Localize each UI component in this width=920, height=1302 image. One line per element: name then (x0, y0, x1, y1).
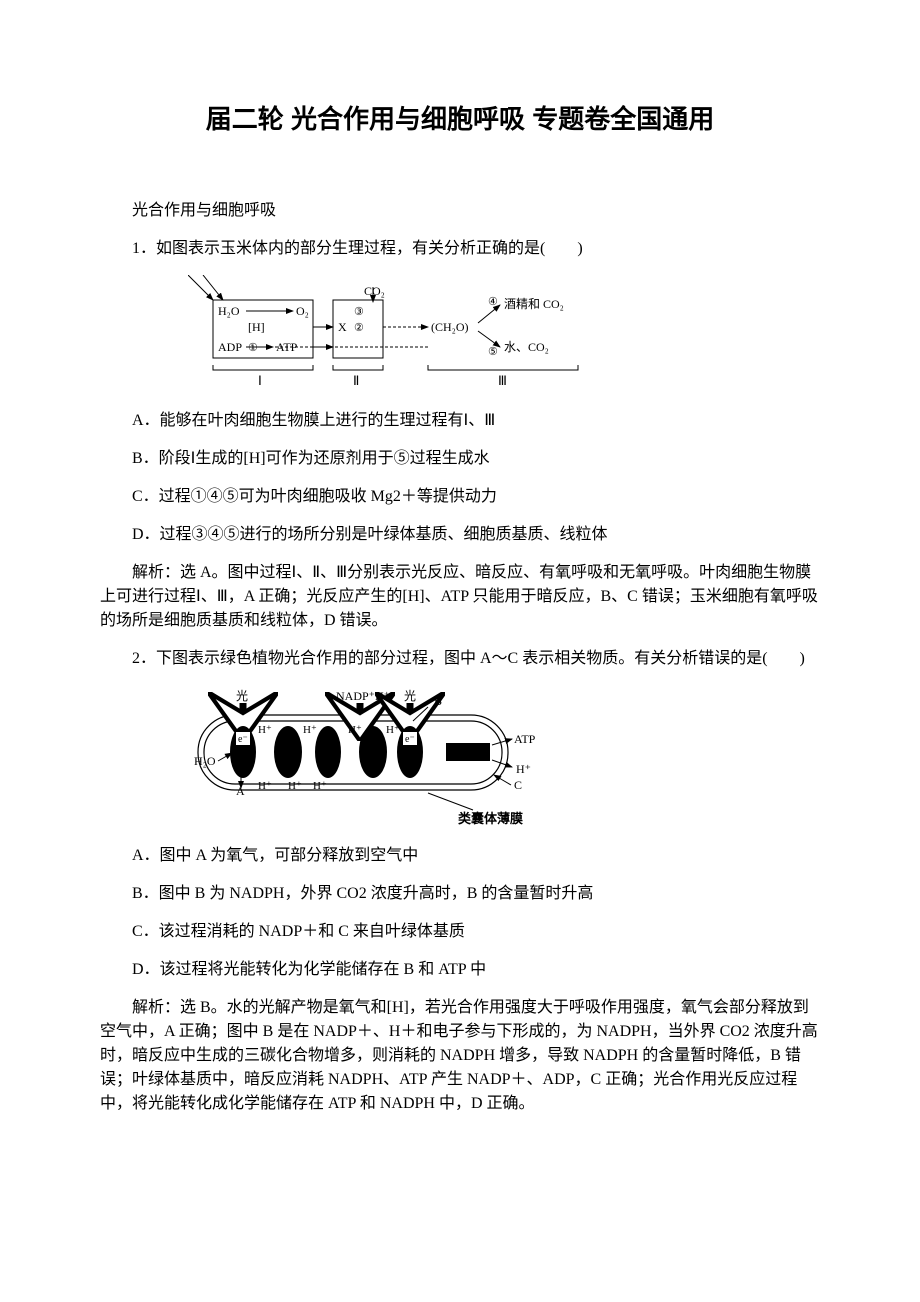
d1-r2: Ⅱ (353, 373, 359, 388)
q1-opt-b: B．阶段Ⅰ生成的[H]可作为还原剂用于⑤过程生成水 (100, 447, 820, 471)
d1-alcohol: 酒精和 CO₂ (504, 297, 564, 311)
d2-atp: ATP (514, 732, 536, 746)
d1-c1: ① (248, 342, 258, 354)
d1-o2: O₂ (296, 304, 309, 318)
d1-h: [H] (248, 320, 265, 334)
q1-diagram: H₂O O₂ [H] ADP ① ATP CO₂ ③ X ② (CH₂O) ④ … (188, 275, 820, 395)
q2-opt-c: C．该过程消耗的 NADP＋和 C 来自叶绿体基质 (100, 920, 820, 944)
d2-e2: e⁻ (405, 734, 415, 745)
section-label: 光合作用与细胞呼吸 (100, 199, 820, 223)
d1-c2: ② (354, 322, 364, 334)
svg-text:H⁺: H⁺ (258, 724, 272, 736)
q1-stem: 1．如图表示玉米体内的部分生理过程，有关分析正确的是( ) (100, 237, 820, 261)
d1-water: 水、CO₂ (504, 340, 549, 354)
d2-light1: 光 (236, 689, 248, 703)
svg-text:H⁺: H⁺ (258, 780, 272, 792)
q2-stem: 2．下图表示绿色植物光合作用的部分过程，图中 A～C 表示相关物质。有关分析错误… (100, 647, 820, 671)
d1-c3: ③ (354, 306, 364, 318)
q2-opt-b: B．图中 B 为 NADPH，外界 CO2 浓度升高时，B 的含量暂时升高 (100, 882, 820, 906)
d1-c5: ⑤ (488, 346, 498, 358)
svg-text:H⁺: H⁺ (288, 780, 302, 792)
d2-light2: 光 (404, 689, 416, 703)
d2-e1: e⁻ (238, 734, 248, 745)
d1-co2: CO₂ (364, 284, 385, 298)
svg-text:H⁺: H⁺ (313, 780, 327, 792)
d1-r3: Ⅲ (498, 373, 507, 388)
svg-text:H⁺: H⁺ (348, 724, 362, 736)
svg-text:H⁺: H⁺ (386, 724, 400, 736)
d1-c4: ④ (488, 296, 498, 308)
d2-C: C (514, 778, 522, 792)
d1-h2o: H₂O (218, 304, 240, 318)
d1-r1: Ⅰ (258, 373, 262, 388)
q1-explain: 解析：选 A。图中过程Ⅰ、Ⅱ、Ⅲ分别表示光反应、暗反应、有氧呼吸和无氧呼吸。叶肉… (100, 561, 820, 633)
q1-opt-c: C．过程①④⑤可为叶肉细胞吸收 Mg2＋等提供动力 (100, 485, 820, 509)
q2-opt-a: A．图中 A 为氧气，可部分释放到空气中 (100, 844, 820, 868)
q2-opt-d: D．该过程将光能转化为化学能储存在 B 和 ATP 中 (100, 958, 820, 982)
q1-opt-a: A．能够在叶肉细胞生物膜上进行的生理过程有Ⅰ、Ⅲ (100, 409, 820, 433)
q1-opt-d: D．过程③④⑤进行的场所分别是叶绿体基质、细胞质基质、线粒体 (100, 523, 820, 547)
q2-explain: 解析：选 B。水的光解产物是氧气和[H]，若光合作用强度大于呼吸作用强度，氧气会… (100, 996, 820, 1116)
d2-nadp: NADP⁺H⁺ (336, 689, 390, 703)
svg-text:H⁺: H⁺ (516, 762, 531, 776)
d2-membrane: 类囊体薄膜 (458, 811, 523, 826)
d1-ch2o: (CH₂O) (431, 320, 469, 334)
svg-text:H⁺: H⁺ (303, 724, 317, 736)
d2-h2o: H₂O (194, 754, 216, 768)
d2-B: B (434, 694, 442, 708)
page-title: 届二轮 光合作用与细胞呼吸 专题卷全国通用 (100, 100, 820, 139)
q2-diagram: 光 NADP⁺H⁺ 光 B e⁻ e⁻ H₂O A H⁺ H⁺ H⁺ H⁺ H⁺… (188, 685, 820, 830)
d1-x: X (338, 320, 347, 334)
d1-adp: ADP (218, 340, 242, 354)
